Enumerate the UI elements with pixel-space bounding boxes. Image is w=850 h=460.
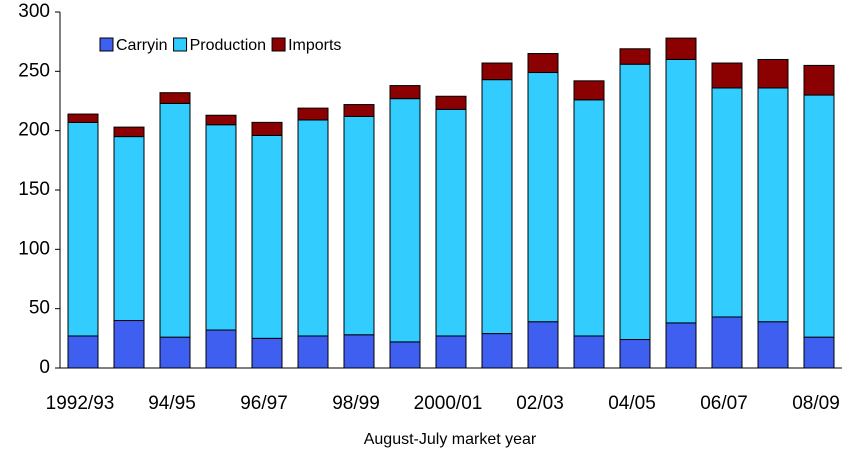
bar-segment <box>803 94 835 338</box>
y-tick-label: 250 <box>18 60 50 81</box>
legend-label: Imports <box>288 37 341 54</box>
x-tick-label: 94/95 <box>148 393 196 414</box>
bar-segment <box>757 58 789 89</box>
x-tick-label: 06/07 <box>700 393 748 414</box>
bar-segment <box>619 339 651 369</box>
bar-segment <box>573 99 605 337</box>
bar-segment <box>527 72 559 323</box>
bar-segment <box>665 322 697 369</box>
bar-segment <box>389 341 421 369</box>
legend-swatch <box>173 37 188 52</box>
bar-segment <box>251 121 283 136</box>
legend-label: Production <box>190 37 267 54</box>
bar-segment <box>205 329 237 369</box>
x-tick-label: 2000/01 <box>414 393 483 414</box>
bar-segment <box>113 136 145 322</box>
y-tick-label: 150 <box>18 179 50 200</box>
bar-segment <box>481 79 513 335</box>
bar-segment <box>67 335 99 369</box>
bar-segment <box>711 62 743 89</box>
bar-segment <box>67 121 99 337</box>
bar-segment <box>159 92 191 104</box>
bar-segment <box>527 321 559 369</box>
x-tick-label: 02/03 <box>516 393 564 414</box>
bar-segment <box>389 98 421 343</box>
y-tick-label: 300 <box>18 1 50 22</box>
legend-label: Carryin <box>116 37 168 54</box>
bar-segment <box>343 334 375 369</box>
y-tick-label: 0 <box>39 357 50 378</box>
bar-segment <box>343 115 375 336</box>
y-tick-label: 50 <box>29 298 50 319</box>
bar-segment <box>251 337 283 369</box>
bar-segment <box>343 104 375 117</box>
bar-segment <box>619 63 651 341</box>
bar-segment <box>803 64 835 96</box>
bar-segment <box>619 48 651 65</box>
bar-segment <box>435 335 467 369</box>
legend-swatch <box>271 37 286 52</box>
bar-segment <box>251 134 283 339</box>
bar-segment <box>757 321 789 369</box>
bar-segment <box>67 113 99 123</box>
y-tick-label: 200 <box>18 120 50 141</box>
bar-segment <box>803 336 835 369</box>
x-tick-label: 98/99 <box>332 393 380 414</box>
bar-segment <box>665 58 697 324</box>
bar-segment <box>711 87 743 318</box>
y-tick-label: 100 <box>18 238 50 259</box>
legend-swatch <box>99 37 114 52</box>
x-axis-title: August-July market year <box>364 431 537 448</box>
bar-segment <box>389 85 421 100</box>
x-tick-label: 08/09 <box>792 393 840 414</box>
bar-segment <box>435 95 467 110</box>
bar-segment <box>757 87 789 323</box>
bar-segment <box>665 37 697 60</box>
bar-segment <box>113 126 145 138</box>
bar-segment <box>159 336 191 369</box>
x-tick-label: 1992/93 <box>46 393 115 414</box>
bar-segment <box>711 316 743 369</box>
bar-segment <box>159 102 191 338</box>
bar-segment <box>573 335 605 369</box>
bar-segment <box>527 53 559 74</box>
bar-segment <box>113 320 145 369</box>
bar-segment <box>205 114 237 126</box>
x-tick-label: 04/05 <box>608 393 656 414</box>
bar-segment <box>297 107 329 121</box>
bar-segment <box>435 108 467 337</box>
bar-segment <box>481 62 513 81</box>
bar-segment <box>573 80 605 101</box>
bar-segment <box>297 335 329 369</box>
x-tick-label: 96/97 <box>240 393 288 414</box>
bar-segment <box>205 124 237 331</box>
bar-segment <box>481 333 513 369</box>
bar-segment <box>297 119 329 337</box>
